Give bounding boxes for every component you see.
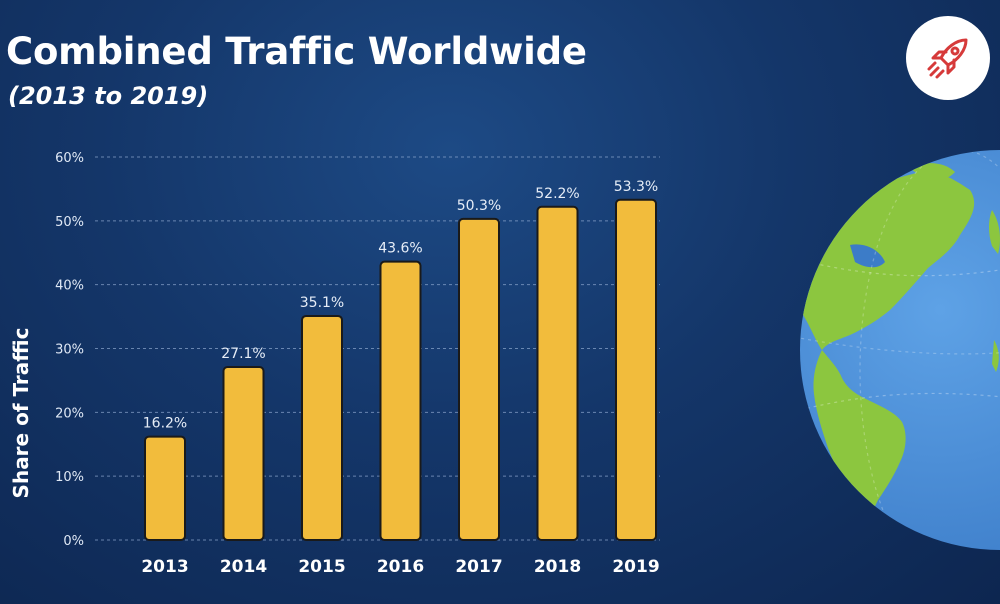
chart-subtitle: (2013 to 2019) (8, 82, 209, 110)
bar-2018 (536, 205, 579, 541)
x-tick-label: 2015 (298, 557, 345, 577)
x-tick-label: 2018 (534, 557, 581, 577)
y-tick-label: 30% (55, 343, 84, 358)
data-label: 50.3% (457, 198, 501, 214)
x-tick-label: 2016 (377, 557, 424, 577)
bar-2013 (144, 435, 186, 541)
y-tick-label: 60% (55, 151, 84, 166)
y-axis-label: Share of Traffic (9, 328, 33, 499)
y-tick-label: 10% (55, 470, 84, 485)
rocket-icon (927, 38, 968, 79)
data-label: 43.6% (378, 241, 422, 257)
data-label: 35.1% (300, 295, 344, 311)
data-label: 53.3% (614, 179, 658, 195)
data-labels: 16.2% 27.1% 35.1% 43.6% 50.3% 52.2% 53.3% (143, 179, 658, 432)
chart-title: Combined Traffic Worldwide (6, 30, 587, 73)
x-tick-labels: 2013 2014 2015 2016 2017 2018 2019 (141, 557, 659, 577)
x-tick-label: 2013 (141, 557, 188, 577)
bars (144, 198, 657, 541)
bar-2015 (301, 314, 343, 541)
y-tick-labels: 0% 10% 20% 30% 40% 50% 60% (55, 151, 84, 549)
rocket-badge (906, 16, 990, 100)
data-label: 52.2% (535, 186, 579, 202)
y-tick-label: 50% (55, 215, 84, 230)
x-tick-label: 2019 (612, 557, 659, 577)
traffic-bar-chart: Share of Traffic 0% 10% 20% 30% 40% 50% 60% 16… (9, 151, 660, 577)
bar-2017 (458, 217, 500, 541)
bar-2016 (379, 260, 422, 541)
y-tick-label: 20% (55, 406, 84, 421)
x-tick-label: 2017 (455, 557, 502, 577)
globe-icon (800, 150, 1000, 550)
bar-2014 (222, 366, 265, 541)
x-tick-label: 2014 (220, 557, 267, 577)
bar-2019 (615, 198, 657, 541)
data-label: 27.1% (221, 346, 265, 362)
data-label: 16.2% (143, 416, 187, 432)
y-tick-label: 0% (63, 534, 84, 549)
y-tick-label: 40% (55, 279, 84, 294)
